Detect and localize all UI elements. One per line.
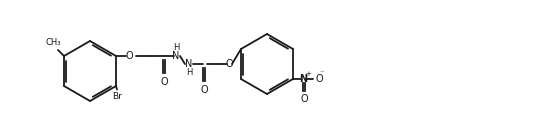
Text: O: O — [300, 94, 308, 104]
Text: N: N — [185, 59, 192, 69]
Text: Br: Br — [112, 92, 122, 101]
Text: CH₃: CH₃ — [45, 38, 61, 47]
Text: N: N — [299, 74, 307, 84]
Text: H: H — [186, 68, 192, 77]
Text: O: O — [225, 59, 233, 69]
Text: O: O — [160, 77, 168, 87]
Text: H: H — [173, 43, 179, 52]
Text: ⁻: ⁻ — [319, 68, 324, 77]
Text: O: O — [316, 74, 324, 84]
Text: O: O — [200, 85, 208, 95]
Text: N: N — [172, 51, 180, 61]
Text: O: O — [125, 51, 133, 61]
Text: +: + — [305, 71, 311, 77]
